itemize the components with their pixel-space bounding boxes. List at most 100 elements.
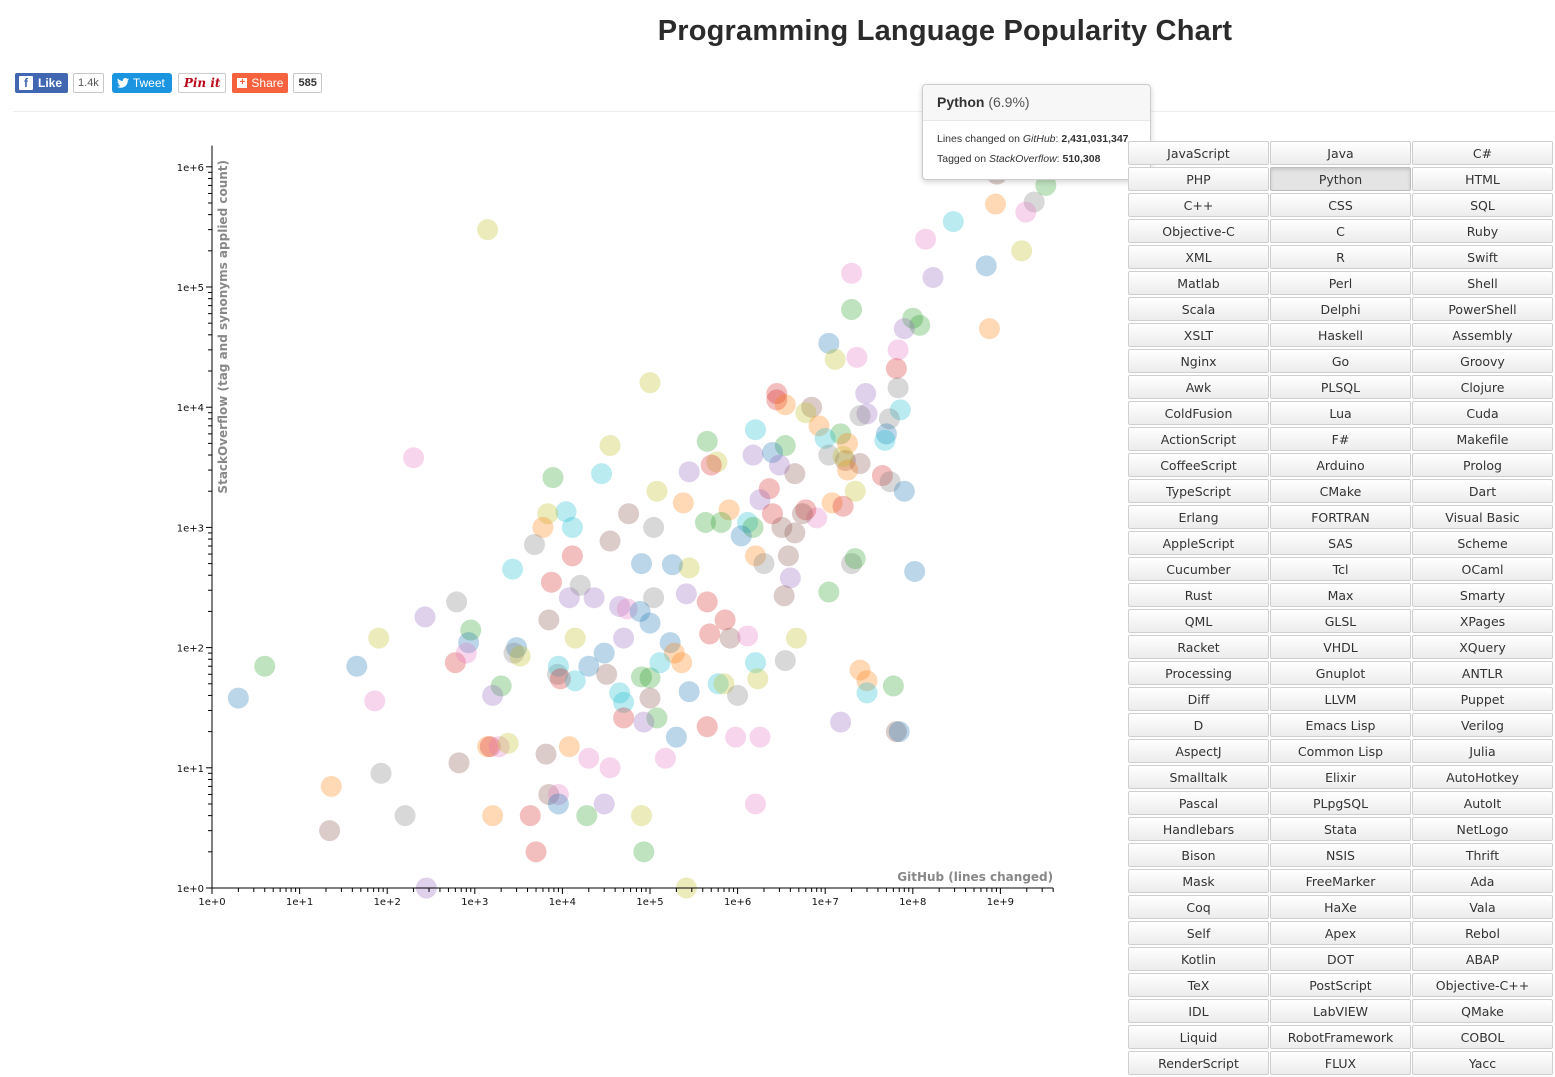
data-point[interactable] [747,668,769,690]
data-point[interactable] [837,432,859,454]
data-point[interactable] [766,383,788,405]
language-button[interactable]: Stata [1270,817,1411,841]
language-button[interactable]: Scala [1128,297,1269,321]
data-point[interactable] [558,587,580,609]
data-point[interactable] [922,266,944,288]
data-point[interactable] [613,691,635,713]
language-button[interactable]: Bison [1128,843,1269,867]
language-button[interactable]: Handlebars [1128,817,1269,841]
data-point[interactable] [856,670,878,692]
data-point[interactable] [915,228,937,250]
data-point[interactable] [678,681,700,703]
language-button[interactable]: SAS [1270,531,1411,555]
data-point[interactable] [773,585,795,607]
language-button[interactable]: Objective-C++ [1412,973,1553,997]
data-point[interactable] [458,632,480,654]
data-point[interactable] [643,587,665,609]
language-button[interactable]: HTML [1412,167,1553,191]
data-point[interactable] [766,389,788,411]
data-point[interactable] [578,747,600,769]
data-point[interactable] [808,415,830,437]
language-button[interactable]: ColdFusion [1128,401,1269,425]
language-button[interactable]: GLSL [1270,609,1411,633]
data-point[interactable] [742,516,764,538]
language-button[interactable]: Liquid [1128,1025,1269,1049]
tweet-button[interactable]: Tweet [111,73,172,93]
language-button[interactable]: RobotFramework [1270,1025,1411,1049]
data-point[interactable] [479,736,501,758]
language-button[interactable]: VHDL [1270,635,1411,659]
data-point[interactable] [737,511,759,533]
data-point[interactable] [832,495,854,517]
data-point[interactable] [801,396,823,418]
data-point[interactable] [488,736,510,758]
language-button[interactable]: Rebol [1412,921,1553,945]
data-point[interactable] [672,492,694,514]
data-point[interactable] [713,673,735,695]
data-point[interactable] [558,736,580,758]
data-point[interactable] [718,499,740,521]
data-point[interactable] [714,609,736,631]
data-point[interactable] [885,357,907,379]
data-point[interactable] [774,650,796,672]
language-button[interactable]: FLUX [1270,1051,1411,1075]
language-button[interactable]: Cucumber [1128,557,1269,581]
data-point[interactable] [523,534,545,556]
data-point[interactable] [633,841,655,863]
data-point[interactable] [678,557,700,579]
data-point[interactable] [564,670,586,692]
data-point[interactable] [846,346,868,368]
data-point[interactable] [578,655,600,677]
data-point[interactable] [841,553,863,575]
language-button[interactable]: AspectJ [1128,739,1269,763]
data-point[interactable] [503,642,525,664]
data-point[interactable] [878,408,900,430]
language-button[interactable]: DOT [1270,947,1411,971]
data-point[interactable] [618,503,640,525]
language-button[interactable]: Gnuplot [1270,661,1411,685]
language-button[interactable]: PLpgSQL [1270,791,1411,815]
data-point[interactable] [227,687,249,709]
data-point[interactable] [744,652,766,674]
language-button[interactable]: C [1270,219,1411,243]
data-point[interactable] [975,255,997,277]
data-point[interactable] [583,587,605,609]
data-point[interactable] [849,405,871,427]
language-button[interactable]: Clojure [1412,375,1553,399]
language-button[interactable]: Verilog [1412,713,1553,737]
language-button[interactable]: ANTLR [1412,661,1553,685]
language-button[interactable]: ABAP [1412,947,1553,971]
data-point[interactable] [749,489,771,511]
language-button[interactable]: Haskell [1270,323,1411,347]
data-point[interactable] [631,553,653,575]
language-button[interactable]: Swift [1412,245,1553,269]
data-point[interactable] [661,554,683,576]
data-point[interactable] [629,600,651,622]
data-point[interactable] [519,805,541,827]
share-button[interactable]: + Share [232,73,289,93]
data-point[interactable] [742,444,764,466]
language-button[interactable]: XQuery [1412,635,1553,659]
data-point[interactable] [599,435,621,457]
language-button[interactable]: Emacs Lisp [1270,713,1411,737]
data-point[interactable] [696,430,718,452]
language-button[interactable]: LabVIEW [1270,999,1411,1023]
data-point[interactable] [893,318,915,340]
language-button[interactable]: Julia [1412,739,1553,763]
language-button[interactable]: Python [1270,167,1411,191]
language-button[interactable]: QML [1128,609,1269,633]
data-point[interactable] [576,805,598,827]
language-button[interactable]: Diff [1128,687,1269,711]
language-button[interactable]: TeX [1128,973,1269,997]
data-point[interactable] [893,480,915,502]
data-point[interactable] [497,732,519,754]
data-point[interactable] [364,690,386,712]
data-point[interactable] [502,558,524,580]
data-point[interactable] [547,655,569,677]
data-point[interactable] [856,682,878,704]
language-button[interactable]: Kotlin [1128,947,1269,971]
language-button[interactable]: Dart [1412,479,1553,503]
language-button[interactable]: Nginx [1128,349,1269,373]
data-point[interactable] [744,419,766,441]
language-button[interactable]: C++ [1128,193,1269,217]
